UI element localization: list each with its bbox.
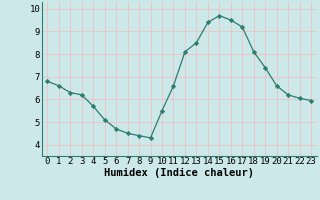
X-axis label: Humidex (Indice chaleur): Humidex (Indice chaleur) bbox=[104, 168, 254, 178]
